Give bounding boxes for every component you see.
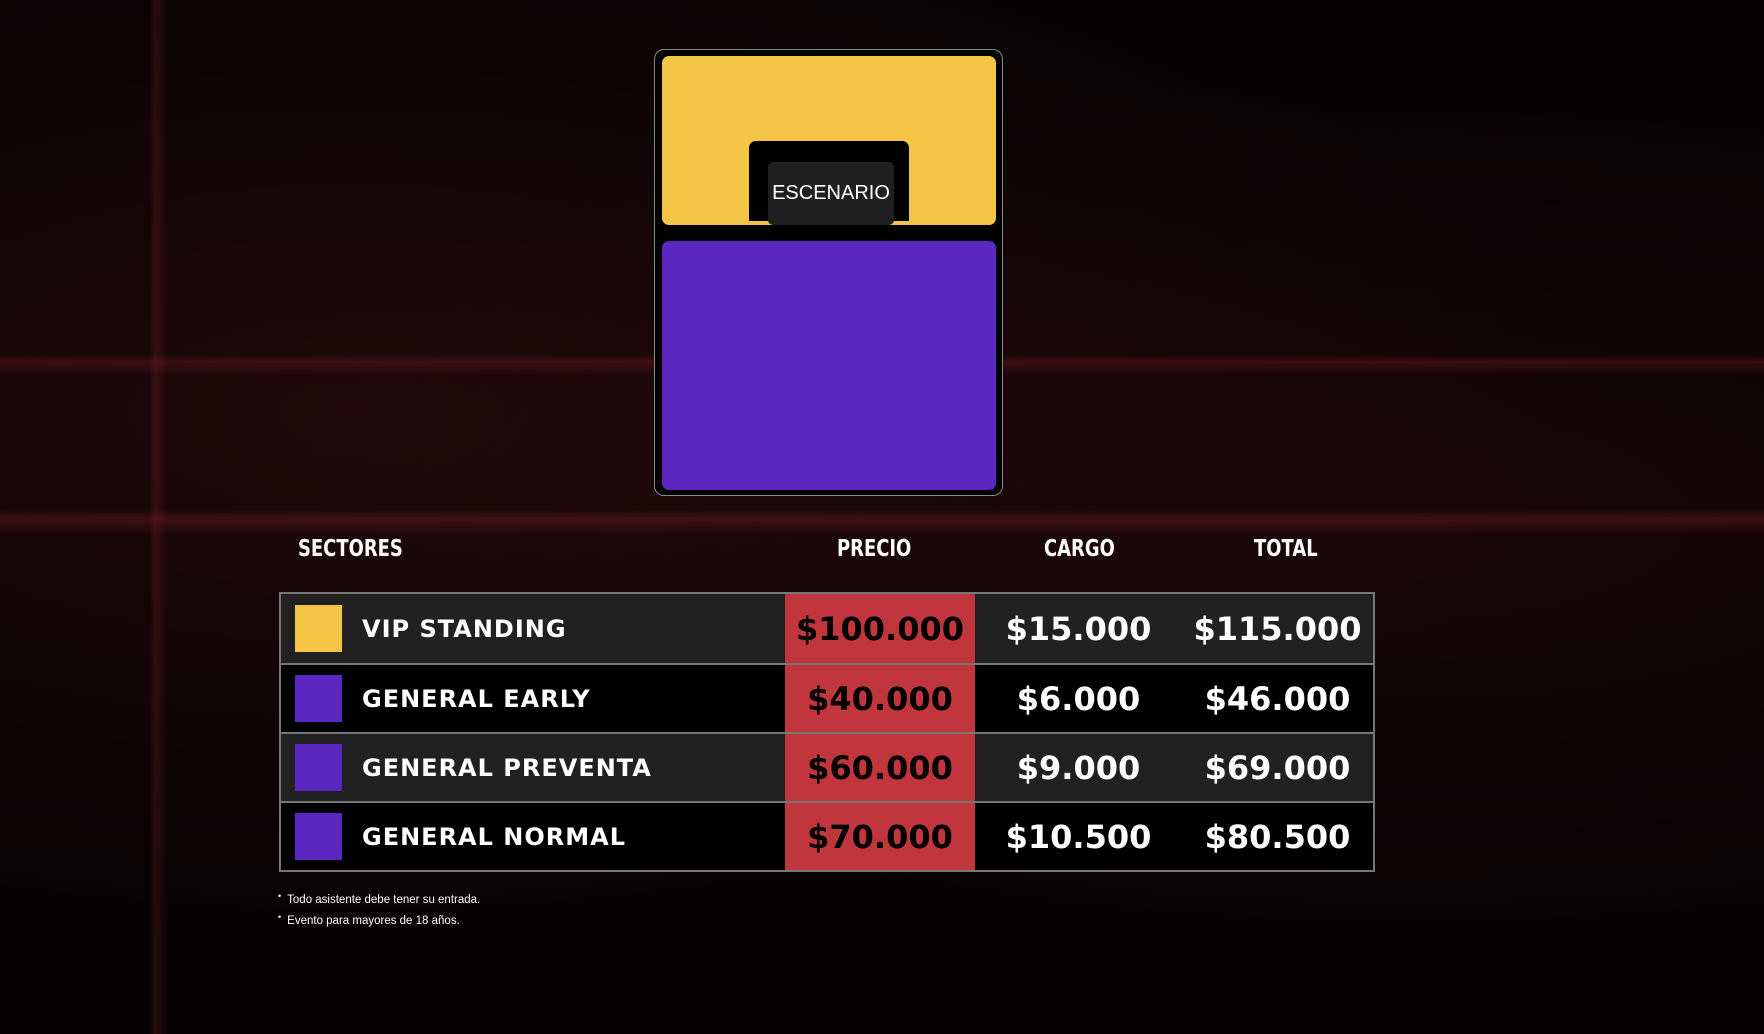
table-row: VIP STANDING $100.000 $15.000 $115.000 — [281, 594, 1373, 663]
total: $115.000 — [1193, 609, 1362, 648]
general-zone[interactable] — [662, 241, 996, 490]
sector-name: GENERAL PREVENTA — [362, 753, 652, 782]
header-sectores: SECTORES — [298, 536, 403, 562]
price: $100.000 — [785, 594, 975, 663]
color-swatch — [295, 744, 342, 791]
color-swatch — [295, 813, 342, 860]
color-swatch — [295, 675, 342, 722]
price: $40.000 — [785, 665, 975, 732]
stage: ESCENARIO — [768, 162, 894, 225]
sector-name: VIP STANDING — [362, 614, 567, 643]
header-total: TOTAL — [1254, 536, 1318, 562]
fee: $10.500 — [1005, 817, 1152, 856]
price: $70.000 — [785, 803, 975, 870]
note: Todo asistente debe tener su entrada. — [278, 894, 480, 906]
table-row: GENERAL EARLY $40.000 $6.000 $46.000 — [281, 663, 1373, 732]
fee: $9.000 — [1016, 748, 1141, 787]
note: Evento para mayores de 18 años. — [278, 915, 460, 927]
fee: $6.000 — [1016, 679, 1141, 718]
color-swatch — [295, 605, 342, 652]
venue-map: ESCENARIO — [654, 49, 1003, 496]
sector-name: GENERAL EARLY — [362, 684, 591, 713]
table-row: GENERAL NORMAL $70.000 $10.500 $80.500 — [281, 801, 1373, 870]
total: $69.000 — [1204, 748, 1351, 787]
table-row: GENERAL PREVENTA $60.000 $9.000 $69.000 — [281, 732, 1373, 801]
fee: $15.000 — [1005, 609, 1152, 648]
price-table: VIP STANDING $100.000 $15.000 $115.000 G… — [279, 592, 1375, 872]
total: $46.000 — [1204, 679, 1351, 718]
header-precio: PRECIO — [837, 536, 912, 562]
price: $60.000 — [785, 734, 975, 801]
total: $80.500 — [1204, 817, 1351, 856]
sector-name: GENERAL NORMAL — [362, 822, 626, 851]
header-cargo: CARGO — [1044, 536, 1115, 562]
